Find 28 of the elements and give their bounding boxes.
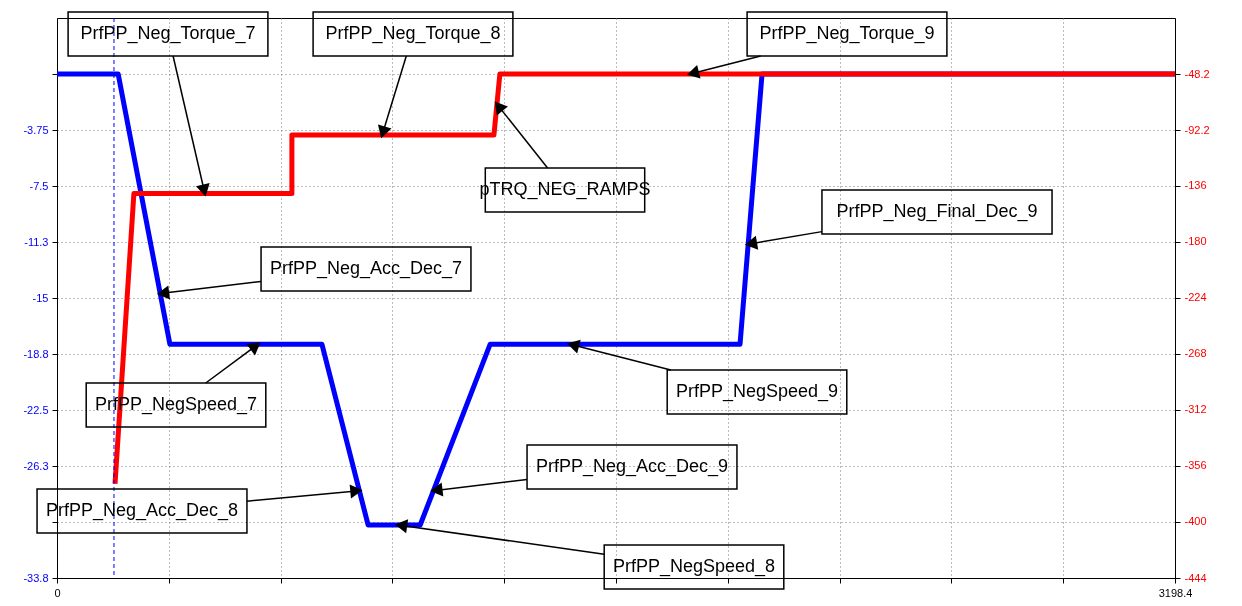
- y-tick-label: -3.75: [23, 123, 49, 136]
- y2-tick-label: -268: [1184, 347, 1207, 360]
- y2-tick-label: -180: [1184, 235, 1207, 248]
- annotation: PrfPP_Neg_Torque_9: [759, 23, 935, 44]
- y-tick-label: -15: [32, 291, 49, 304]
- annotation: PrfPP_Neg_Torque_7: [80, 23, 256, 44]
- y2-tick-label: -224: [1184, 291, 1207, 304]
- y-tick-label: -7.5: [29, 179, 49, 192]
- annotation: PrfPP_Neg_Acc_Dec_9: [535, 456, 729, 477]
- y2-tick-label: -444: [1184, 571, 1207, 584]
- y-tick-label: -22.5: [23, 403, 49, 416]
- annotation: PrfPP_NegSpeed_8: [612, 556, 776, 577]
- y2-tick-label: -312: [1184, 403, 1207, 416]
- y2-tick-label: -48.2: [1184, 67, 1210, 80]
- annotation: PrfPP_Neg_Acc_Dec_7: [269, 258, 463, 279]
- y2-tick-label: -356: [1184, 459, 1207, 472]
- annotation: PrfPP_Neg_Torque_8: [325, 23, 501, 44]
- x-tick-label: 0: [54, 586, 61, 599]
- annotation: PrfPP_NegSpeed_9: [675, 381, 839, 402]
- annotation: PrfPP_Neg_Final_Dec_9: [836, 201, 1038, 222]
- y-tick-label: -33.8: [23, 571, 49, 584]
- y-tick-label: -26.3: [23, 459, 49, 472]
- y-tick-label: -18.8: [23, 347, 49, 360]
- x-tick-label: 3198.4: [1158, 586, 1193, 599]
- y2-tick-label: -400: [1184, 515, 1207, 528]
- y-tick-label: -11.3: [24, 235, 49, 248]
- y2-tick-label: -136: [1184, 179, 1207, 192]
- y2-tick-label: -92.2: [1184, 123, 1210, 136]
